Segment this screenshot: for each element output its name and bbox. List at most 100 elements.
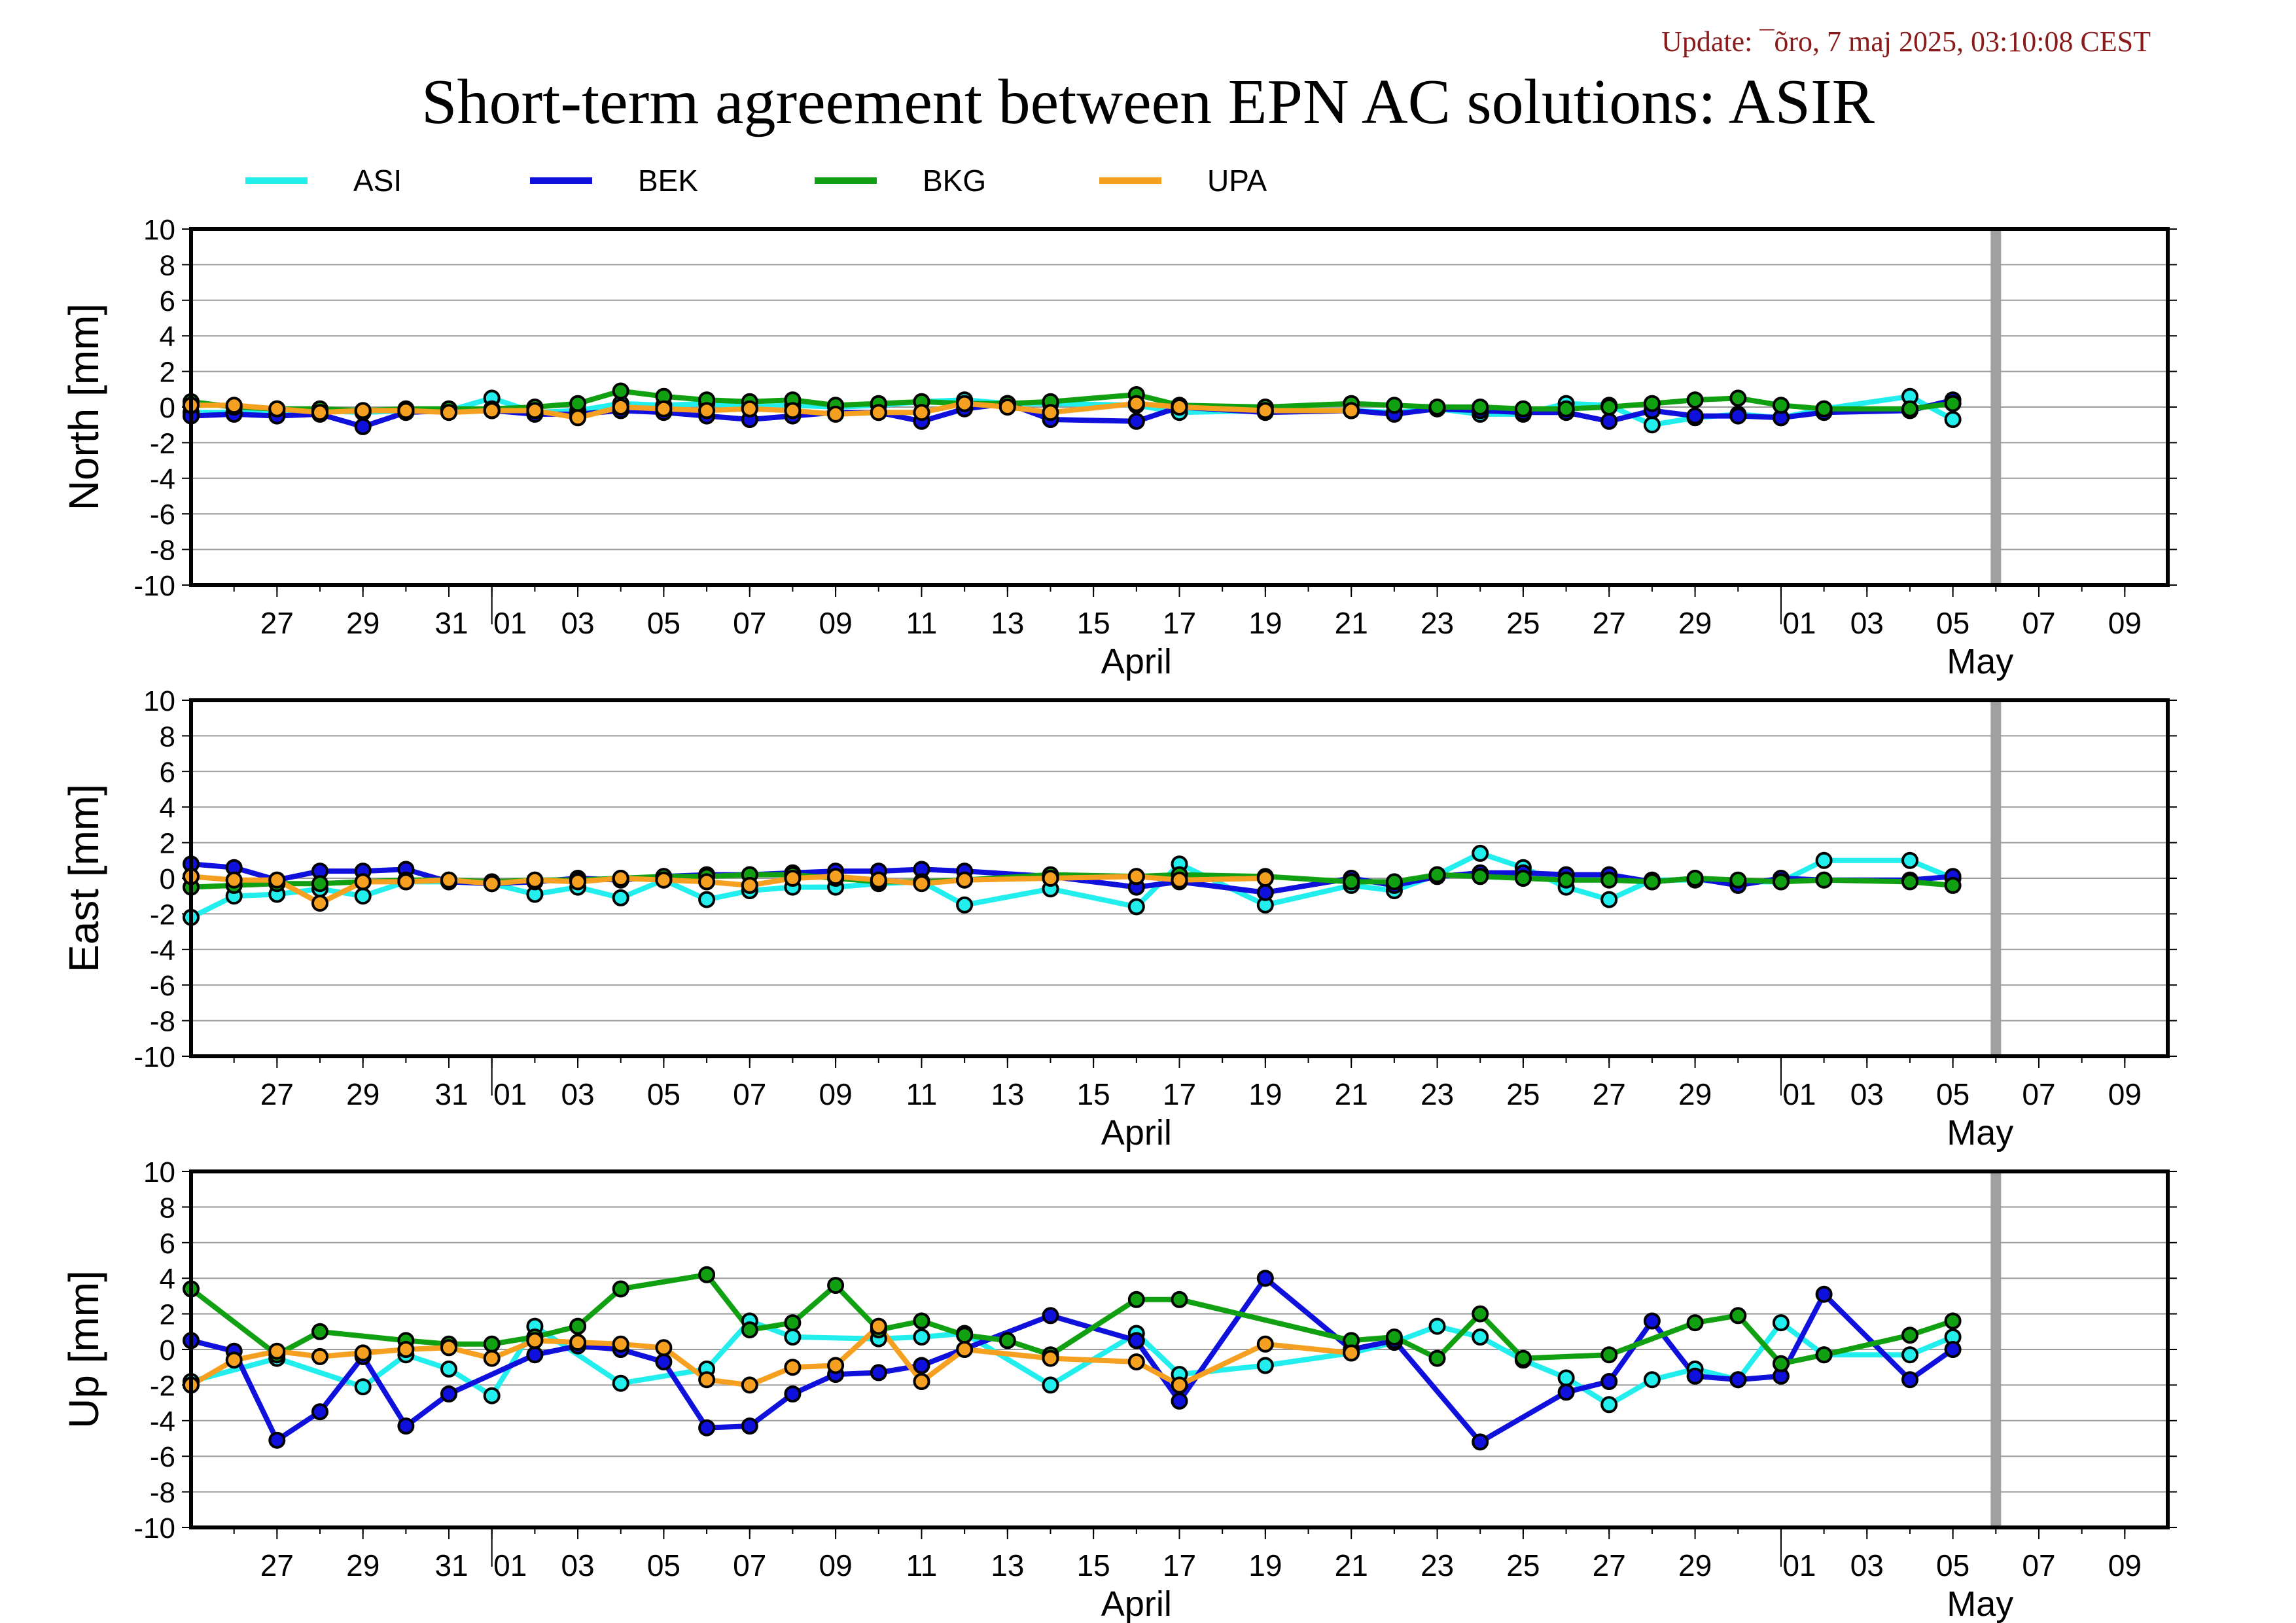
x-tick-label: 29 bbox=[1678, 1548, 1712, 1582]
x-tick-label: 09 bbox=[819, 606, 853, 640]
data-point-bkg bbox=[1901, 873, 1918, 891]
y-tick-label: 8 bbox=[160, 721, 175, 753]
data-point-bkg bbox=[1944, 395, 1962, 412]
data-point-upa bbox=[956, 395, 974, 412]
x-tick-label: 19 bbox=[1248, 1077, 1282, 1111]
x-tick-label: 15 bbox=[1077, 1077, 1110, 1111]
x-tick-label: 07 bbox=[2022, 1077, 2055, 1111]
data-point-asi bbox=[612, 1374, 629, 1392]
data-point-upa bbox=[698, 1371, 716, 1389]
x-tick-label: 29 bbox=[1678, 606, 1712, 640]
y-tick-label: 10 bbox=[143, 214, 175, 246]
legend-label: BEK bbox=[638, 164, 698, 198]
data-point-upa bbox=[827, 405, 845, 423]
y-axis-label: East [mm] bbox=[60, 784, 107, 972]
data-point-bkg bbox=[741, 1321, 758, 1339]
data-point-bkg bbox=[1472, 399, 1489, 416]
x-tick-label: 27 bbox=[1593, 1077, 1626, 1111]
data-point-asi bbox=[1428, 1317, 1446, 1335]
data-point-bkg bbox=[569, 1317, 587, 1335]
data-point-upa bbox=[225, 871, 243, 889]
data-point-asi bbox=[354, 1378, 372, 1396]
data-point-upa bbox=[913, 404, 930, 421]
y-tick-label: 10 bbox=[143, 685, 175, 717]
x-tick-label: 01 bbox=[493, 1077, 527, 1111]
x-tick-label: 29 bbox=[1678, 1077, 1712, 1111]
series-group bbox=[183, 1266, 1962, 1451]
data-point-upa bbox=[311, 1347, 328, 1365]
y-tick-label: -10 bbox=[133, 1041, 175, 1073]
current-date-line bbox=[1990, 229, 2002, 585]
x-tick-label: 05 bbox=[1936, 1548, 1969, 1582]
x-tick-label: 11 bbox=[906, 1077, 938, 1111]
y-tick-label: -4 bbox=[150, 1406, 175, 1438]
data-point-bek bbox=[1600, 1373, 1618, 1390]
data-point-upa bbox=[655, 1339, 673, 1357]
data-point-upa bbox=[569, 1334, 587, 1351]
data-point-bkg bbox=[1514, 1349, 1532, 1367]
x-tick-label: 11 bbox=[906, 606, 938, 640]
data-point-upa bbox=[354, 402, 372, 419]
plot-frame bbox=[189, 227, 2170, 587]
data-point-bkg bbox=[1428, 866, 1446, 883]
data-point-bkg bbox=[1729, 871, 1747, 889]
x-tick-label: 03 bbox=[561, 606, 594, 640]
legend-item-upa: UPA bbox=[1099, 164, 1267, 198]
x-tick-label: 29 bbox=[346, 606, 380, 640]
panel-north: 108 6 4 20-2 -4 -6 -8-10 North [mm] 27 29 31 01 03 05… bbox=[60, 214, 2177, 681]
data-point-bek bbox=[440, 1385, 457, 1402]
data-point-bkg bbox=[612, 1280, 629, 1298]
data-point-bkg bbox=[956, 1327, 974, 1344]
x-tick-label: 13 bbox=[991, 1548, 1024, 1582]
legend-item-asi: ASI bbox=[245, 164, 402, 198]
data-point-upa bbox=[784, 1359, 802, 1376]
data-point-upa bbox=[311, 895, 328, 912]
data-point-bek bbox=[526, 1346, 544, 1364]
data-point-bek bbox=[1944, 1341, 1962, 1358]
data-point-asi bbox=[1643, 416, 1661, 434]
data-point-upa bbox=[612, 1335, 629, 1353]
current-date-line bbox=[1990, 700, 2002, 1056]
x-tick-label: 05 bbox=[1936, 1077, 1969, 1111]
y-tick-label: -8 bbox=[150, 1477, 175, 1509]
x-tick-label: 09 bbox=[819, 1548, 853, 1582]
y-tick-label: 0 bbox=[160, 863, 175, 895]
data-point-bek bbox=[1256, 1270, 1274, 1287]
plot-frame bbox=[189, 698, 2170, 1058]
data-point-upa bbox=[225, 397, 243, 414]
data-point-bek bbox=[1600, 412, 1618, 430]
data-point-bkg bbox=[1815, 1346, 1833, 1364]
data-point-asi bbox=[1042, 1376, 1059, 1394]
data-point-bkg bbox=[1729, 1307, 1747, 1325]
data-point-upa bbox=[956, 871, 974, 889]
data-point-upa bbox=[827, 868, 845, 885]
x-tick-label: 23 bbox=[1421, 1077, 1454, 1111]
data-point-bkg bbox=[698, 1266, 716, 1283]
y-tick-label: -2 bbox=[150, 427, 175, 459]
data-point-bkg bbox=[1557, 871, 1575, 889]
data-point-bkg bbox=[1643, 395, 1661, 412]
x-tick-label: 27 bbox=[1593, 606, 1626, 640]
y-tick-label: -4 bbox=[150, 935, 175, 967]
data-point-bkg bbox=[1729, 389, 1747, 407]
data-point-upa bbox=[612, 399, 629, 416]
data-point-bkg bbox=[1944, 876, 1962, 894]
data-point-bkg bbox=[998, 1332, 1016, 1349]
data-point-bkg bbox=[483, 1335, 501, 1353]
grid bbox=[191, 264, 2168, 550]
data-point-bek bbox=[397, 1418, 415, 1435]
data-point-bkg bbox=[1772, 873, 1790, 891]
data-point-bkg bbox=[311, 875, 328, 893]
x-tick-label: 15 bbox=[1077, 1548, 1110, 1582]
data-point-asi bbox=[1643, 1371, 1661, 1389]
data-point-upa bbox=[440, 404, 457, 421]
data-point-upa bbox=[870, 1317, 887, 1335]
data-point-asi bbox=[483, 1387, 501, 1404]
data-point-upa bbox=[1343, 1344, 1360, 1362]
month-label: May bbox=[1947, 1113, 2013, 1152]
data-point-bkg bbox=[1600, 871, 1618, 889]
x-tick-label: 31 bbox=[434, 1077, 468, 1111]
data-point-asi bbox=[440, 1360, 457, 1378]
